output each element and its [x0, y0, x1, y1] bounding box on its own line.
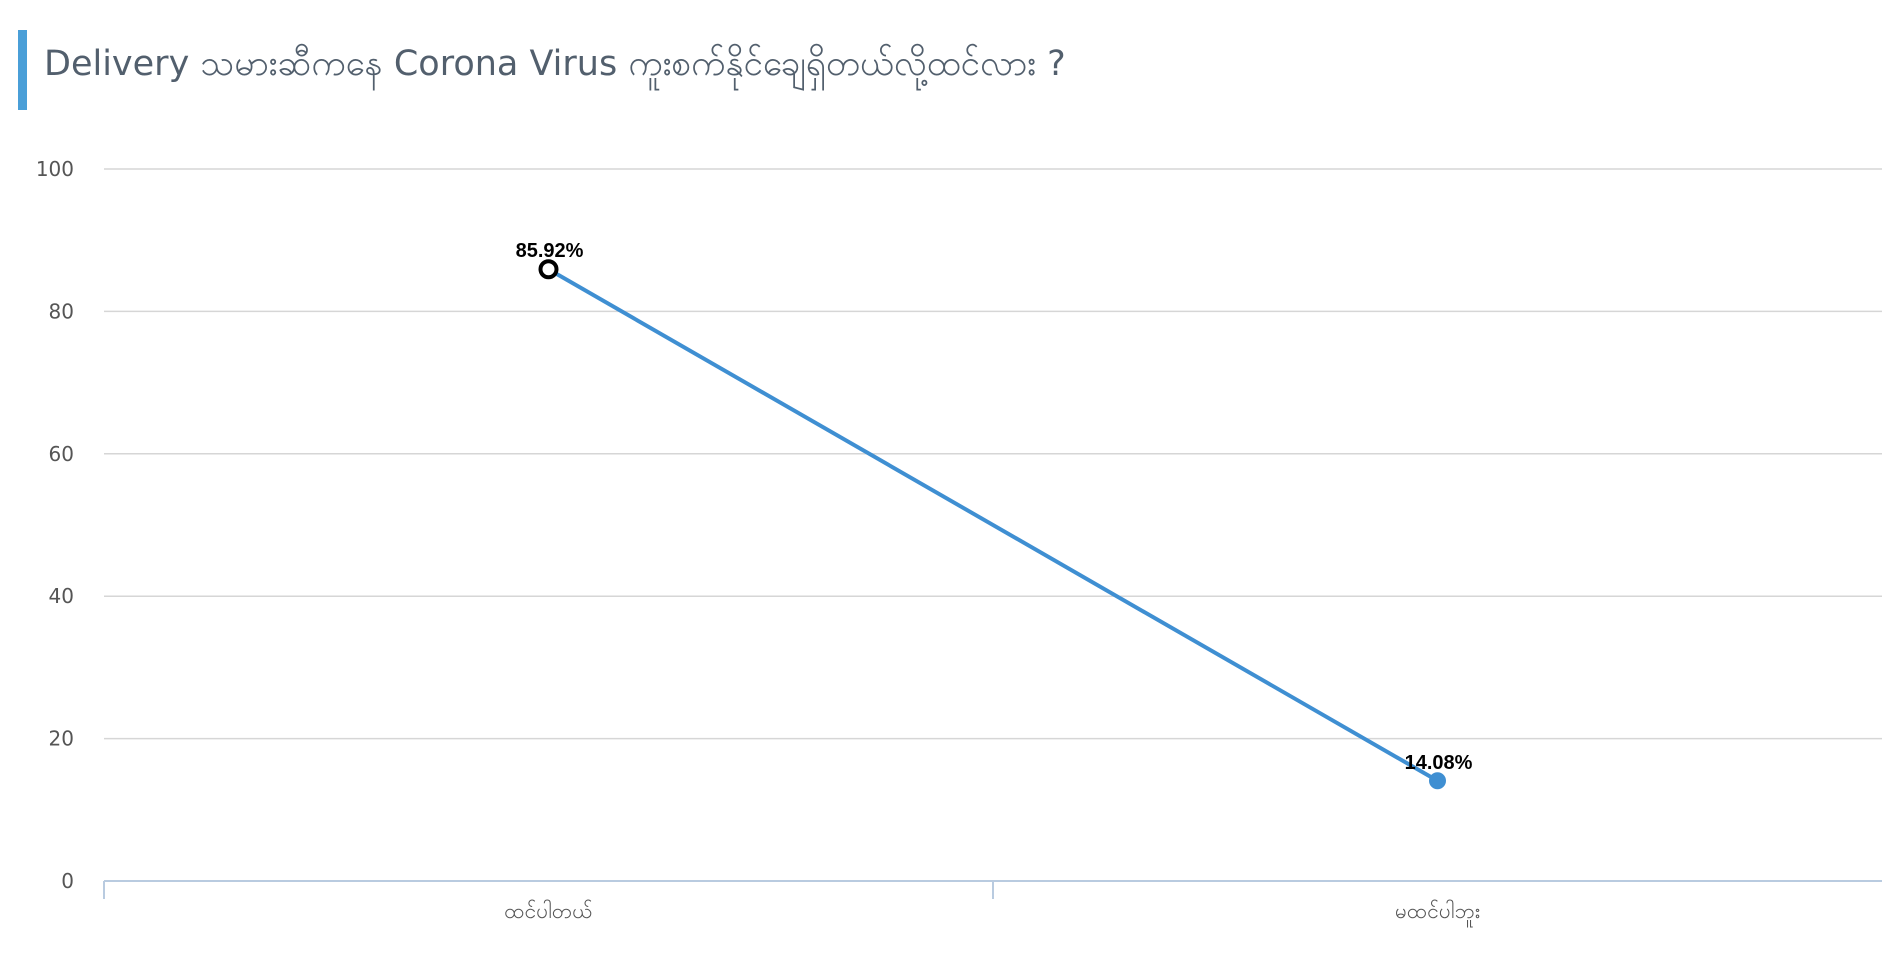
- data-label: 85.92%: [516, 240, 584, 262]
- y-tick-label: 100: [36, 157, 74, 181]
- chart-title: Delivery သမားဆီကနေ Corona Virus ကူးစက်နိ…: [44, 44, 1066, 84]
- x-axis: [103, 880, 1882, 899]
- y-axis-ticks: 0 20 40 60 80 100: [36, 157, 74, 893]
- data-labels: 85.92% 14.08%: [516, 240, 1473, 774]
- y-tick-label: 80: [49, 299, 74, 323]
- grid-lines: [104, 168, 1882, 740]
- title-accent-bar: [18, 30, 27, 110]
- x-tick-label: မထင်ပါဘူး: [1395, 898, 1480, 928]
- data-label: 14.08%: [1405, 752, 1473, 774]
- x-tick-label: ထင်ပါတယ်: [504, 898, 592, 923]
- x-axis-ticks: ထင်ပါတယ် မထင်ပါဘူး: [504, 898, 1480, 928]
- y-tick-label: 40: [49, 584, 74, 608]
- series-line: [538, 259, 1446, 790]
- data-point: [1429, 772, 1446, 790]
- y-tick-label: 60: [49, 442, 74, 466]
- y-tick-label: 20: [49, 727, 74, 751]
- series-polyline: [547, 267, 1439, 783]
- y-tick-label: 0: [61, 869, 74, 893]
- data-point: [538, 259, 559, 280]
